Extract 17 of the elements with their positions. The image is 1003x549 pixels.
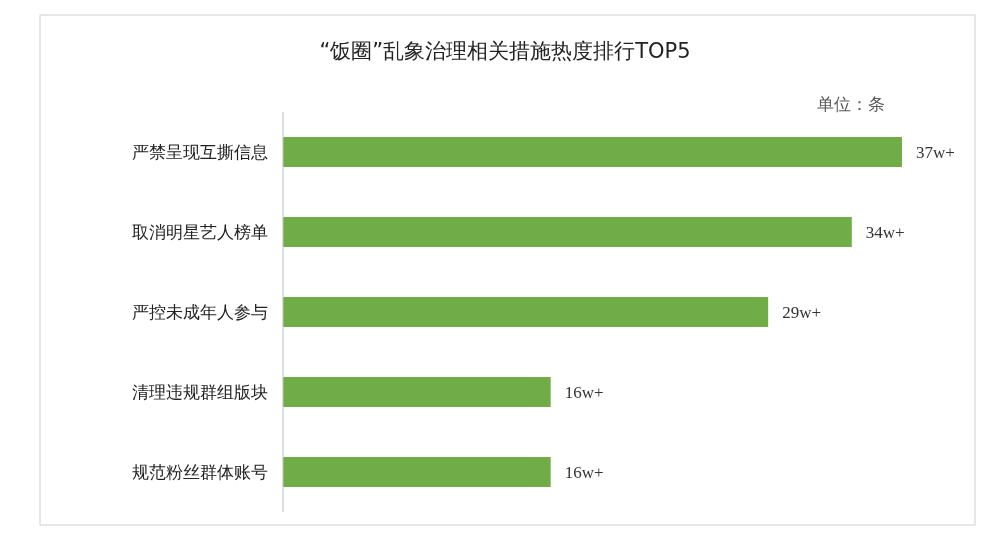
y-tick-label: 清理违规群组版块 [132,382,268,402]
y-tick-label: 取消明星艺人榜单 [132,222,268,242]
data-label: 34w+ [865,223,905,242]
annotation: 单位：条 [817,94,885,114]
chart-title: “饭圈”乱象治理相关措施热度排行TOP5 [319,39,691,63]
y-tick-label: 严禁呈现互撕信息 [132,142,268,162]
data-label: 29w+ [782,303,822,322]
bar [283,217,852,247]
y-tick-label: 严控未成年人参与 [132,302,268,322]
y-tick-label: 规范粉丝群体账号 [132,462,268,482]
data-label: 16w+ [564,383,604,402]
bar [283,377,551,407]
bar [283,297,769,327]
data-label: 16w+ [564,463,604,482]
data-label: 37w+ [916,143,955,162]
bar [283,137,902,167]
bar [283,457,551,487]
